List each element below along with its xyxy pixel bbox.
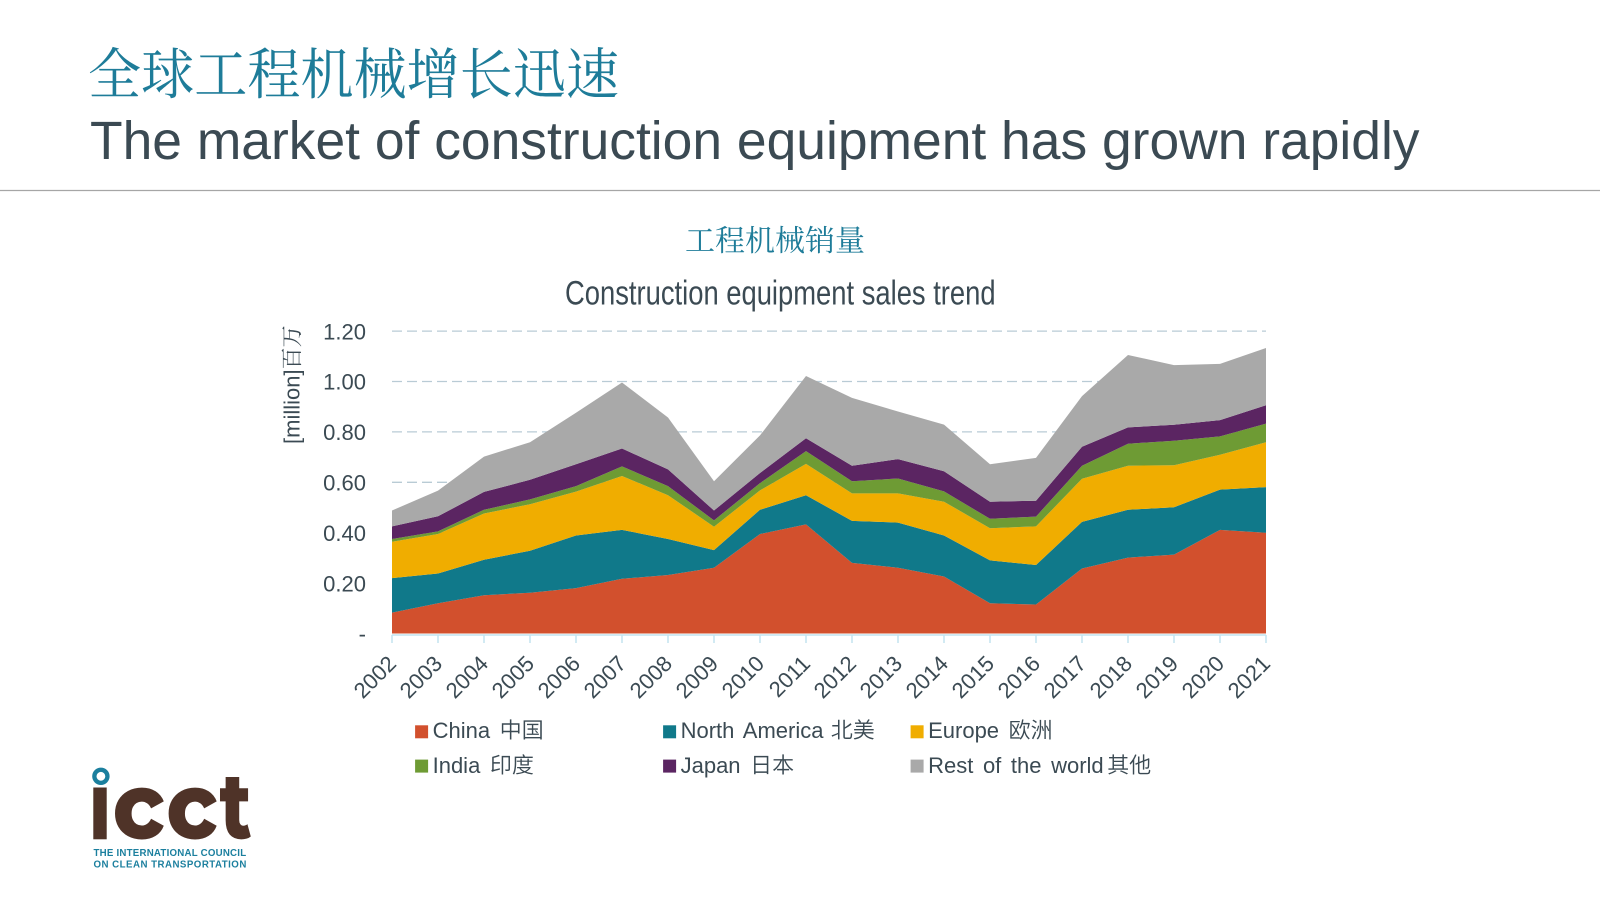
svg-text:[million]: [million] xyxy=(280,369,305,444)
svg-text:-: - xyxy=(359,622,366,647)
svg-text:1.00: 1.00 xyxy=(323,370,366,395)
svg-text:0.80: 0.80 xyxy=(323,420,366,445)
svg-text:India: India xyxy=(433,753,481,778)
svg-text:0.40: 0.40 xyxy=(323,521,366,546)
svg-text:China: China xyxy=(433,718,491,743)
svg-text:1.20: 1.20 xyxy=(323,319,366,344)
svg-text:The market of construction equ: The market of construction equipment has… xyxy=(90,112,1420,171)
svg-text:THE INTERNATIONAL COUNCIL: THE INTERNATIONAL COUNCIL xyxy=(94,848,247,859)
svg-text:Construction equipment sales t: Construction equipment sales trend xyxy=(565,275,996,313)
svg-text:Europe: Europe xyxy=(928,718,999,743)
svg-text:0.20: 0.20 xyxy=(323,571,366,596)
svg-text:ON CLEAN TRANSPORTATION: ON CLEAN TRANSPORTATION xyxy=(94,860,247,871)
svg-text:North America: North America xyxy=(681,718,825,743)
svg-text:Japan: Japan xyxy=(681,753,741,778)
svg-text:0.60: 0.60 xyxy=(323,471,366,496)
svg-text:Rest of the world: Rest of the world xyxy=(928,753,1104,778)
